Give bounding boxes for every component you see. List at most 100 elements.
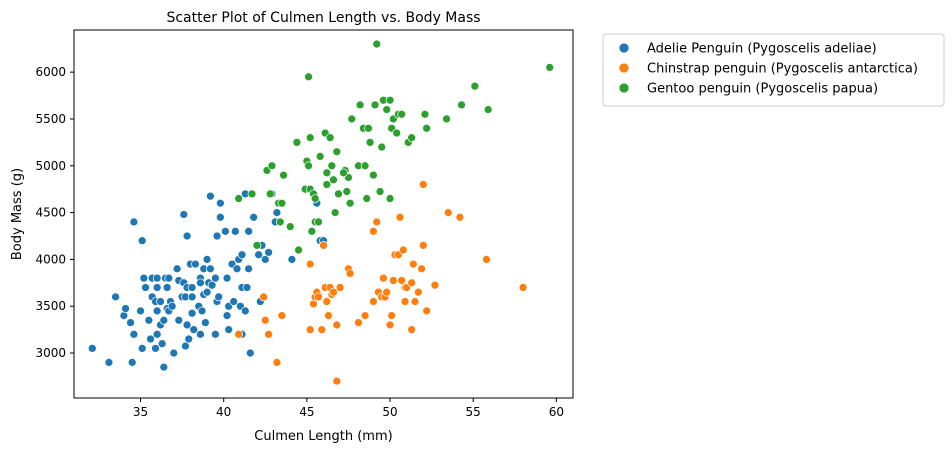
data-point [369,297,378,306]
data-point [157,339,167,349]
data-point [372,217,382,227]
data-point [234,194,244,203]
data-point [335,283,345,292]
data-point [455,212,465,222]
chart-title: Scatter Plot of Culmen Length vs. Body M… [166,10,480,26]
data-point [202,255,212,264]
data-point [304,72,313,82]
data-point [305,259,315,269]
data-point [330,208,340,217]
y-tick-label: 4000 [35,252,66,266]
data-point [287,255,297,264]
x-tick-label: 60 [549,405,564,419]
legend: Adelie Penguin (Pygoscelis adeliae) Chins… [602,33,945,107]
data-point [137,344,147,353]
data-point [129,329,139,339]
series-2-points [234,39,555,255]
data-point [206,191,215,201]
y-tick-label: 5000 [35,159,66,173]
data-point [252,241,262,250]
data-point [322,180,332,189]
data-point [207,280,217,290]
data-point [224,325,234,334]
data-point [355,100,365,110]
data-point [222,273,232,283]
data-point [212,231,222,241]
x-axis: 35 40 45 50 55 60 [133,398,564,419]
data-point [400,297,410,306]
data-point [164,273,174,283]
data-point [245,348,255,358]
data-point [370,100,380,110]
data-point [159,315,169,325]
data-point [418,241,428,250]
data-point [169,348,179,358]
legend-marker [618,82,630,94]
data-point [322,168,332,178]
y-tick-label: 3000 [35,346,66,360]
data-point [319,241,328,250]
data-point [372,39,382,49]
data-point [254,250,263,260]
data-point [305,133,315,143]
data-point [545,63,555,72]
data-point [247,189,257,199]
data-point [259,292,268,302]
data-point [364,123,373,133]
data-point [345,269,355,278]
data-point [329,287,338,297]
data-point [260,255,270,264]
data-point [216,212,225,222]
data-point [197,306,207,316]
data-point [277,311,287,320]
y-tick-label: 6000 [35,65,66,79]
legend-frame [602,33,945,107]
data-point [360,311,370,320]
data-point [201,318,210,327]
data-point [214,292,224,302]
data-point [407,278,417,288]
data-point [324,311,333,320]
y-tick-label: 3500 [35,299,66,313]
data-point [354,318,363,327]
data-point [397,276,407,285]
data-point [272,208,282,217]
data-point [379,273,388,283]
data-point [267,161,277,171]
data-point [397,109,407,119]
data-point [482,255,491,264]
series-0-points [87,189,328,372]
data-point [377,142,387,152]
data-point [211,273,220,283]
data-point [156,297,165,306]
data-point [196,329,205,339]
series-1-points [234,180,528,386]
data-point [310,194,320,203]
data-point [413,287,423,297]
data-point [144,315,154,325]
data-point [395,212,405,222]
data-point [389,276,398,285]
data-point [369,226,378,236]
data-point [139,273,149,283]
data-point [332,147,342,157]
x-tick-label: 50 [382,405,397,419]
data-point [136,306,145,316]
data-point [430,280,440,290]
data-point [272,358,282,367]
data-point [187,308,197,318]
data-point [382,105,392,114]
data-point [229,297,239,306]
data-point [187,292,197,302]
data-point [442,114,451,124]
data-point [362,194,372,203]
data-point [202,287,212,297]
data-point [141,283,150,292]
data-point [152,306,162,316]
legend-marker [618,62,630,74]
data-point [314,217,323,227]
data-point [127,358,137,367]
data-point [407,325,417,334]
y-tick-label: 4500 [35,206,66,220]
